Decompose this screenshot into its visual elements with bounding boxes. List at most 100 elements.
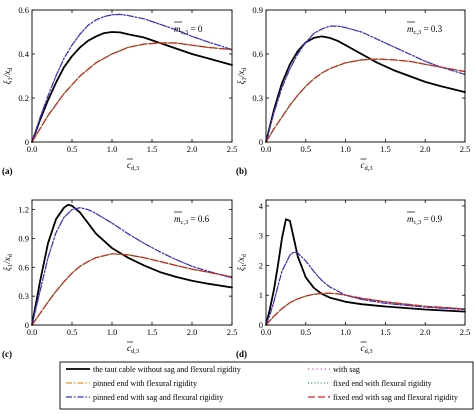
y-axis-label-group: ξ1/xd	[2, 253, 14, 271]
plot-frame	[31, 199, 233, 326]
legend-label: the taut cable without sag and flexural …	[93, 365, 241, 374]
y-axis-label: ξ1/xd	[236, 253, 248, 271]
series-line-taut	[31, 203, 233, 326]
y-axis-label-part: /x	[236, 71, 246, 79]
legend-label: pinned end with sag and flexural rigidit…	[93, 393, 223, 402]
y-axis-label-part: d	[241, 253, 248, 257]
panel-annotation: mc,3 = 0	[174, 24, 203, 36]
y-axis-label: ξ1/xd	[2, 253, 14, 271]
x-tick-label: 0.0	[27, 327, 38, 337]
y-tick-label: 1	[259, 290, 263, 300]
panel-letter: (c)	[2, 349, 12, 359]
y-axis-label-part: /x	[236, 257, 246, 265]
legend: the taut cable without sag and flexural …	[59, 361, 474, 410]
x-tick-label: 0.0	[261, 144, 272, 154]
y-tick-label: 0	[259, 137, 263, 147]
y-tick-label: 0	[259, 320, 263, 330]
series-line-fixed	[31, 42, 233, 143]
series-line-fixed-sag	[31, 42, 233, 143]
x-axis-label-part: c	[361, 343, 365, 353]
x-axis-label: cd,3	[361, 343, 373, 355]
x-tick-label: 1.0	[340, 144, 351, 154]
y-axis-label: ξ1/xd	[2, 67, 14, 85]
series-line-pinned-sag	[31, 207, 233, 326]
panel-annotation-part: = 0.6	[188, 214, 209, 224]
series-line-pinned	[265, 58, 466, 143]
y-axis-label-group: ξ1/xd	[2, 67, 14, 85]
y-tick-label: 3	[259, 231, 263, 241]
series-line-sag	[31, 207, 233, 326]
x-tick-label: 2.5	[227, 144, 238, 154]
y-axis-label-part: 1	[241, 77, 248, 80]
legend-label: with sag	[333, 365, 360, 374]
x-tick-label: 1.0	[107, 144, 118, 154]
x-tick-label: 2.0	[187, 144, 198, 154]
plot-frame	[265, 199, 466, 326]
panel-annotation-part: m	[407, 214, 414, 224]
y-tick-label: 0.3	[252, 93, 263, 103]
y-tick-label: 4	[259, 201, 264, 211]
series-line-pinned-sag	[265, 25, 466, 143]
x-tick-label: 2.5	[460, 327, 471, 337]
x-tick-label: 0.5	[67, 144, 78, 154]
y-axis-label-part: ξ	[236, 80, 246, 84]
chart-panel: 0.0 0.5 1.0 1.5 2.0 2.5 0 0.2 0.4 0.6 cd,3 ξ1/xd mc,…	[2, 5, 237, 176]
x-axis-label-part: d,3	[131, 348, 139, 355]
x-tick-label: 2.5	[227, 327, 238, 337]
y-tick-label: 0.2	[18, 93, 29, 103]
panel-annotation-part: = 0	[188, 24, 203, 34]
x-tick-label: 1.0	[107, 327, 118, 337]
y-axis-label-part: ξ	[2, 267, 12, 271]
x-tick-label: 2.0	[187, 327, 198, 337]
y-tick-label: 0	[25, 320, 29, 330]
panel-annotation-part: c,3	[181, 219, 189, 226]
y-tick-label: 0.3	[18, 291, 29, 301]
y-axis-label-part: d	[7, 253, 14, 257]
y-tick-label: 0.9	[18, 233, 29, 243]
y-axis-label-part: /x	[2, 71, 12, 79]
x-tick-label: 0.0	[27, 144, 38, 154]
x-axis-label: cd,3	[361, 160, 373, 172]
legend-label: fixed end with flexural rigidity	[333, 379, 432, 388]
panel-annotation: mc,3 = 0.6	[174, 214, 210, 226]
x-tick-label: 2.5	[460, 144, 471, 154]
y-tick-label: 0.6	[18, 262, 29, 272]
y-axis-label: ξ1/xd	[236, 67, 248, 85]
x-axis-label: cd,3	[127, 343, 139, 355]
y-axis-label-part: d	[7, 67, 14, 71]
series-line-fixed-sag	[31, 253, 233, 326]
y-axis-label-part: 1	[241, 264, 248, 267]
x-axis-label-part: c	[127, 160, 131, 170]
x-tick-label: 1.0	[340, 327, 351, 337]
y-axis-label-part: /x	[2, 257, 12, 265]
series-line-pinned-sag	[31, 13, 233, 143]
panel-annotation-part: m	[174, 214, 181, 224]
panel-annotation: mc,3 = 0.9	[407, 214, 443, 226]
y-tick-label: 0.9	[252, 5, 263, 15]
x-axis-label-part: c	[361, 160, 365, 170]
y-axis-label-group: ξ1/xd	[236, 67, 248, 85]
y-axis-label-group: ξ1/xd	[236, 253, 248, 271]
x-tick-label: 2.0	[420, 327, 431, 337]
y-tick-label: 1.2	[18, 205, 29, 215]
y-tick-label: 0	[25, 137, 29, 147]
y-axis-label-part: 1	[7, 77, 14, 80]
y-axis-label-part: d	[241, 67, 248, 71]
chart-panel: 0.0 0.5 1.0 1.5 2.0 2.5 0 0.3 0.6 0.9 cd,3 ξ1/xd mc,…	[236, 5, 470, 176]
x-axis-label-part: d,3	[131, 165, 139, 172]
panel-annotation-part: = 0.3	[421, 24, 442, 34]
x-axis-label-part: c	[127, 343, 131, 353]
series-line-sag	[265, 251, 466, 326]
plot-frame	[265, 9, 466, 143]
x-axis-label-part: d,3	[365, 165, 373, 172]
series-line-taut	[265, 218, 466, 326]
panel-annotation-part: c,3	[414, 29, 422, 36]
panel-annotation-part: m	[174, 24, 181, 34]
panel-annotation: mc,3 = 0.3	[407, 24, 443, 36]
plot-frame	[31, 9, 233, 143]
legend-label: fixed end with sag and flexural rigidity	[333, 393, 458, 402]
x-tick-label: 1.5	[380, 144, 391, 154]
legend-label: pinned end with flexural rigidity	[93, 379, 197, 388]
x-tick-label: 0.0	[261, 327, 272, 337]
